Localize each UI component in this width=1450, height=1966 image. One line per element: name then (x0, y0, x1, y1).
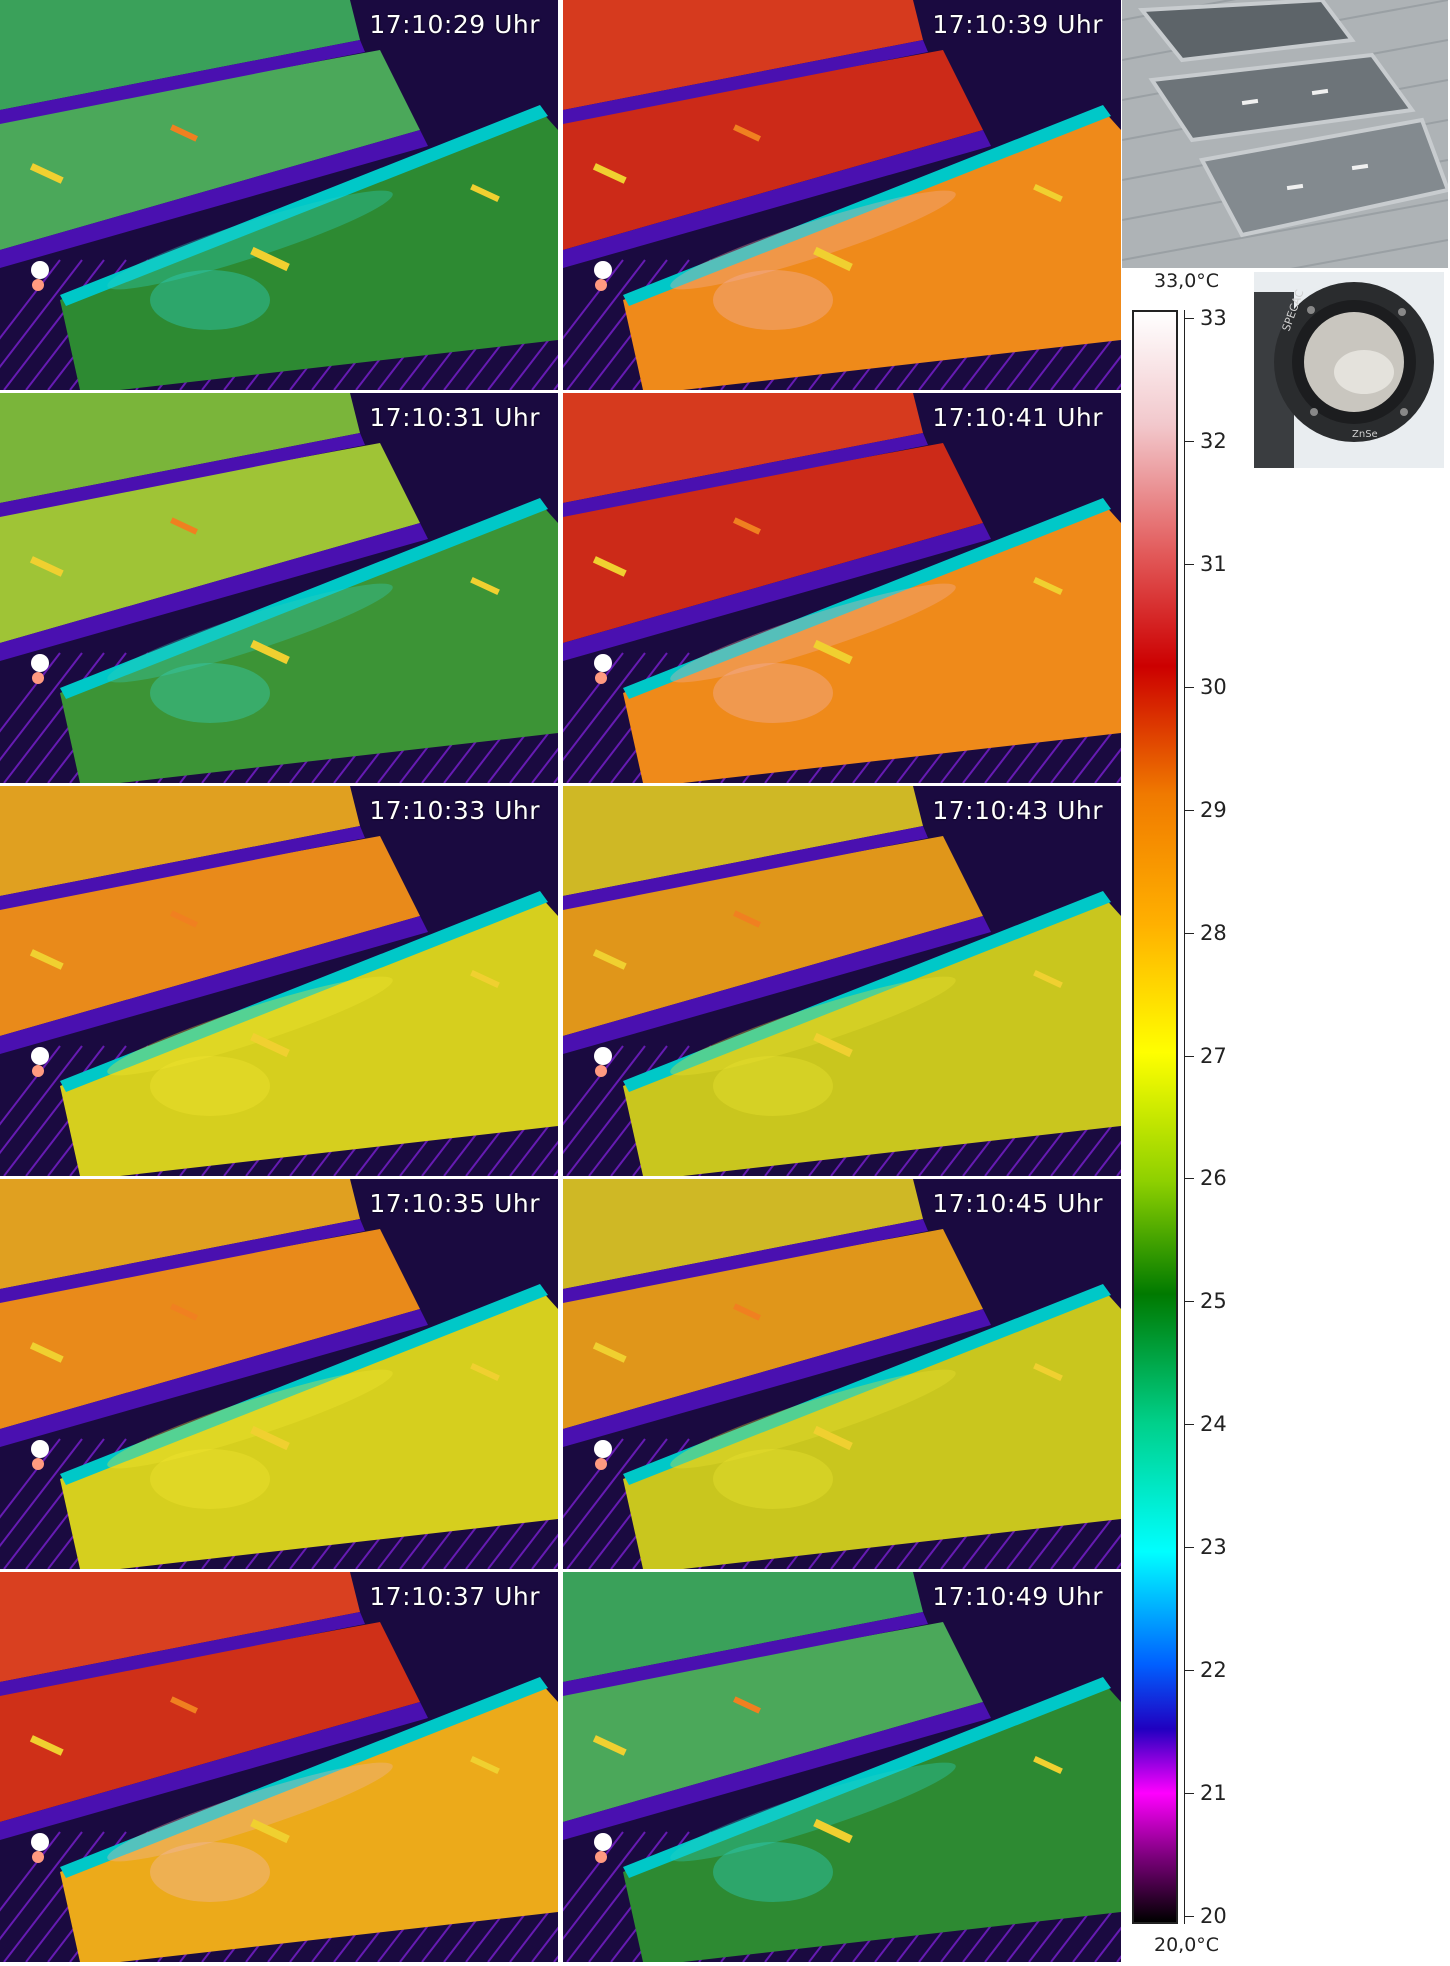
thermal-frame: 17:10:49 Uhr (563, 1572, 1121, 1962)
colorbar-tick-label: 27 (1200, 1043, 1227, 1068)
colorbar-axis-line (1184, 310, 1185, 1924)
frame-timestamp: 17:10:35 Uhr (369, 1189, 540, 1218)
colorbar-tick-label: 29 (1200, 797, 1227, 822)
thermal-frame: 17:10:37 Uhr (0, 1572, 558, 1962)
colorbar-gradient (1132, 310, 1178, 1924)
thermal-image (563, 0, 1121, 390)
temperature-colorbar: 33,0°C 33 32 31 30 29 28 27 26 25 24 23 22 21 20 20,0… (1128, 270, 1248, 1966)
colorbar-tick (1184, 1670, 1194, 1672)
thermal-image (563, 393, 1121, 783)
lens-photo-image: SPECAC ZnSe (1254, 272, 1444, 468)
thermal-image (563, 1572, 1121, 1962)
thermal-frame: 17:10:35 Uhr (0, 1179, 558, 1569)
colorbar-tick (1184, 686, 1194, 688)
colorbar-tick (1184, 932, 1194, 934)
colorbar-tick (1184, 440, 1194, 442)
thermal-frame: 17:10:39 Uhr (563, 0, 1121, 390)
thermal-image (0, 1179, 558, 1569)
frame-timestamp: 17:10:45 Uhr (932, 1189, 1103, 1218)
colorbar-tick-label: 22 (1200, 1658, 1227, 1683)
frame-timestamp: 17:10:49 Uhr (932, 1582, 1103, 1611)
colorbar-min-label: 20,0°C (1154, 1934, 1220, 1956)
colorbar-tick (1184, 1301, 1194, 1303)
colorbar-tick (1184, 1916, 1194, 1917)
colorbar-tick (1184, 1793, 1194, 1795)
znse-lens-photo: SPECAC ZnSe (1254, 272, 1444, 468)
thermal-frame: 17:10:45 Uhr (563, 1179, 1121, 1569)
colorbar-tick-label: 26 (1200, 1166, 1227, 1191)
solar-panels-photo (1122, 0, 1448, 268)
thermal-image (0, 393, 558, 783)
thermal-image (0, 0, 558, 390)
colorbar-tick-label: 33 (1200, 306, 1227, 330)
colorbar-tick-label: 25 (1200, 1289, 1227, 1314)
colorbar-tick-label: 21 (1200, 1781, 1227, 1806)
frame-timestamp: 17:10:41 Uhr (932, 403, 1103, 432)
thermal-frame: 17:10:33 Uhr (0, 786, 558, 1176)
frame-timestamp: 17:10:39 Uhr (932, 10, 1103, 39)
colorbar-tick (1184, 318, 1194, 319)
colorbar-tick-label: 28 (1200, 920, 1227, 945)
colorbar-tick-label: 31 (1200, 551, 1227, 576)
frame-timestamp: 17:10:33 Uhr (369, 796, 540, 825)
colorbar-tick (1184, 1055, 1194, 1057)
colorbar-tick (1184, 1424, 1194, 1426)
frame-timestamp: 17:10:43 Uhr (932, 796, 1103, 825)
frame-timestamp: 17:10:37 Uhr (369, 1582, 540, 1611)
colorbar-tick-label: 30 (1200, 674, 1227, 699)
thermal-frame: 17:10:29 Uhr (0, 0, 558, 390)
colorbar-tick (1184, 563, 1194, 565)
frame-timestamp: 17:10:29 Uhr (369, 10, 540, 39)
colorbar-max-label: 33,0°C (1154, 270, 1220, 292)
thermal-frame: 17:10:41 Uhr (563, 393, 1121, 783)
colorbar-tick-label: 32 (1200, 428, 1227, 453)
colorbar-tick-label: 23 (1200, 1535, 1227, 1560)
thermal-image (0, 1572, 558, 1962)
colorbar-tick (1184, 1547, 1194, 1549)
lens-material-label: ZnSe (1352, 429, 1378, 440)
thermal-image (0, 786, 558, 1176)
frame-timestamp: 17:10:31 Uhr (369, 403, 540, 432)
thermal-frame: 17:10:43 Uhr (563, 786, 1121, 1176)
thermal-image (563, 786, 1121, 1176)
colorbar-tick-label: 24 (1200, 1412, 1227, 1437)
colorbar-tick-label: 20 (1200, 1904, 1227, 1928)
thermal-image (563, 1179, 1121, 1569)
solar-panels-photo-image (1122, 0, 1448, 268)
colorbar-tick (1184, 1178, 1194, 1180)
thermal-frame: 17:10:31 Uhr (0, 393, 558, 783)
colorbar-tick (1184, 809, 1194, 811)
